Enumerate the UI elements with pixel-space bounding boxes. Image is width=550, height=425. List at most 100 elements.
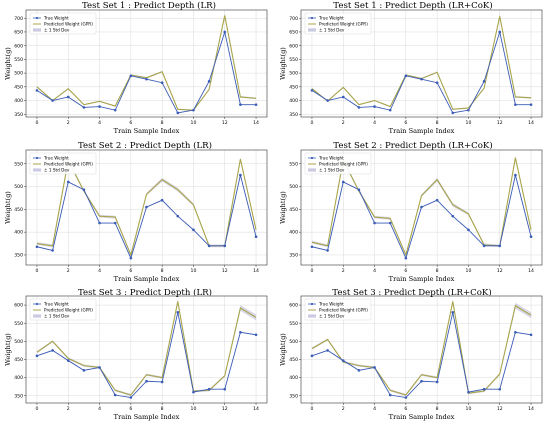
true-weight-point <box>51 349 54 352</box>
chart-title: Test Set 1 : Predict Depth (LR+CoK) <box>333 0 492 11</box>
y-tick-label: 500 <box>289 184 298 190</box>
true-weight-point <box>451 214 455 218</box>
legend-marker-true-weight <box>310 16 314 20</box>
true-weight-point <box>223 244 227 248</box>
x-tick-label: 0 <box>310 120 313 126</box>
y-axis-label: Weight(g) <box>279 47 287 80</box>
true-weight-point <box>420 77 423 81</box>
true-weight-point <box>514 103 517 106</box>
plot-frame <box>300 295 543 404</box>
x-tick-label: 2 <box>342 406 345 412</box>
true-weight-point <box>435 198 439 202</box>
true-weight-point <box>514 330 517 334</box>
y-tick-label: 450 <box>14 357 23 363</box>
legend-marker-true-weight <box>35 16 39 20</box>
true-weight-point <box>51 249 54 252</box>
true-weight-point <box>529 333 533 337</box>
predicted-weight-line <box>311 301 532 396</box>
true-weight-point <box>98 221 101 225</box>
plot-frame <box>25 149 268 266</box>
true-weight-point <box>66 95 70 99</box>
true-weight-point <box>373 366 376 369</box>
y-tick-label: 350 <box>14 112 23 118</box>
true-weight-point <box>467 228 470 232</box>
true-weight-point <box>239 173 242 177</box>
true-weight-point <box>254 235 258 239</box>
y-axis-label: Weight(g) <box>4 333 12 366</box>
true-weight-point <box>176 111 180 115</box>
legend-label: ± 1 Std Dev <box>44 314 70 319</box>
y-tick-label: 450 <box>14 84 23 90</box>
true-weight-point <box>145 205 148 209</box>
x-tick-label: 14 <box>253 120 259 126</box>
true-weight-point <box>176 311 180 314</box>
true-weight-point <box>404 256 408 260</box>
true-weight-point <box>326 349 329 352</box>
true-weight-point <box>341 95 345 99</box>
true-weight-point <box>176 214 180 218</box>
true-weight-point <box>529 103 533 106</box>
legend-label: ± 1 Std Dev <box>319 28 345 33</box>
y-tick-label: 400 <box>14 98 23 104</box>
legend-marker-true-weight <box>35 302 39 306</box>
x-tick-label: 14 <box>528 268 534 274</box>
legend-label: ± 1 Std Dev <box>319 314 345 319</box>
chart-panel-5: Test Set 3 : Predict Depth (LR) 0 2 4 6 8 10 12… <box>4 287 268 421</box>
true-weight-line <box>311 312 532 399</box>
legend-label: True Weight <box>43 156 69 161</box>
x-tick-label: 6 <box>404 406 407 412</box>
y-tick-label: 350 <box>14 393 23 399</box>
y-tick-label: 350 <box>289 393 298 399</box>
true-weight-point <box>239 330 242 334</box>
x-axis-label: Train Sample Index <box>114 275 180 283</box>
x-tick-label: 12 <box>497 406 503 412</box>
x-tick-label: 0 <box>310 268 313 274</box>
y-tick-label: 400 <box>14 375 23 381</box>
true-weight-point <box>482 80 486 83</box>
true-weight-point <box>514 173 517 177</box>
x-tick-label: 14 <box>528 406 534 412</box>
true-weight-point <box>35 89 39 92</box>
x-tick-label: 2 <box>342 120 345 126</box>
true-weight-point <box>529 235 533 239</box>
true-weight-point <box>207 387 211 391</box>
plot-frame <box>25 9 268 118</box>
x-tick-label: 4 <box>373 268 376 274</box>
y-tick-label: 450 <box>289 357 298 363</box>
y-tick-label: 450 <box>289 207 298 213</box>
true-weight-point <box>129 256 133 260</box>
true-weight-point <box>160 81 164 85</box>
x-axis-label: Train Sample Index <box>389 275 455 283</box>
chart-panel-3: Test Set 2 : Predict Depth (LR) 0 2 4 6 8 10 12… <box>4 140 268 283</box>
true-weight-point <box>451 311 455 314</box>
legend-label: Predicted Weight (GPR) <box>319 162 368 167</box>
true-weight-point <box>357 188 361 192</box>
x-axis-label: Train Sample Index <box>389 413 455 421</box>
true-weight-point <box>82 188 86 192</box>
true-weight-point <box>373 105 376 108</box>
y-tick-label: 650 <box>289 30 298 36</box>
true-weight-point <box>310 354 314 358</box>
true-weight-point <box>388 221 392 225</box>
y-tick-label: 500 <box>14 339 23 345</box>
y-tick-label: 350 <box>289 253 298 259</box>
x-tick-label: 8 <box>161 120 164 126</box>
chart-panel-6: Test Set 3 : Predict Depth (LR+CoK) 0 2 4 6 8… <box>279 287 543 421</box>
true-weight-point <box>404 396 408 399</box>
y-tick-label: 550 <box>14 161 23 167</box>
y-tick-label: 400 <box>289 230 298 236</box>
true-weight-point <box>467 390 470 394</box>
legend-box <box>304 298 372 321</box>
true-weight-point <box>160 198 164 202</box>
true-weight-point <box>467 108 470 112</box>
true-weight-point <box>207 244 211 248</box>
true-weight-point <box>420 205 423 209</box>
legend-swatch-std-dev <box>308 168 316 172</box>
legend-swatch-std-dev <box>33 168 41 172</box>
true-weight-point <box>82 106 86 109</box>
x-tick-label: 8 <box>161 406 164 412</box>
y-tick-label: 550 <box>289 161 298 167</box>
true-weight-point <box>145 379 148 383</box>
y-tick-label: 450 <box>289 84 298 90</box>
true-weight-point <box>239 103 242 106</box>
